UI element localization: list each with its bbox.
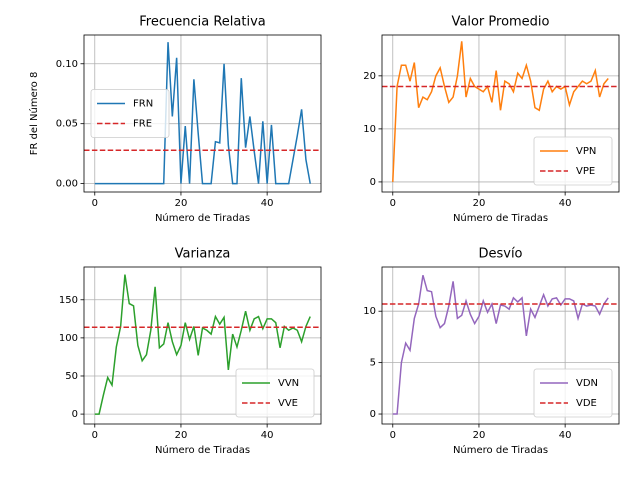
y-tick-label: 0.00 [56,179,78,190]
legend-box [533,368,613,418]
legend-label: VVE [278,398,298,409]
axes-frame [381,34,620,193]
x-tick-label: 40 [559,198,572,209]
axes-frame [381,266,620,425]
legend-label: FRE [133,119,152,130]
x-tick-label: 0 [390,198,396,209]
legend-box [90,89,170,138]
axes-frame [83,34,322,193]
data-line [392,41,609,182]
x-axis-label: Número de Tiradas [155,212,250,224]
legend-label: VDN [576,378,598,389]
data-line [94,274,311,415]
data-line [392,275,609,415]
y-tick-label: 5 [370,358,376,369]
legend-label: VPE [576,166,595,177]
y-tick-label: 0 [72,409,78,420]
axes-title: Desvío [478,247,522,262]
x-axis-label: Número de Tiradas [155,444,250,456]
legend-label: VDE [576,398,597,409]
y-tick-label: 0 [370,409,376,420]
y-tick-label: 150 [59,295,78,306]
y-tick-label: 0 [370,177,376,188]
x-tick-label: 0 [92,430,98,441]
axes-title: Varianza [175,247,231,262]
legend-label: FRN [133,99,153,110]
x-tick-label: 40 [559,430,572,441]
x-tick-label: 40 [261,198,274,209]
x-tick-label: 20 [473,430,486,441]
y-tick-label: 100 [59,333,78,344]
y-tick-label: 10 [363,306,376,317]
y-tick-label: 10 [363,124,376,135]
axes-title: Frecuencia Relativa [139,15,265,30]
x-axis-label: Número de Tiradas [453,444,548,456]
x-tick-label: 0 [390,430,396,441]
y-tick-label: 0.10 [56,59,78,70]
y-tick-label: 50 [65,371,78,382]
x-tick-label: 20 [175,430,188,441]
legend-label: VVN [278,378,299,389]
y-axis-label: FR del Número 8 [28,72,40,156]
y-tick-label: 0.05 [56,119,78,130]
legend-label: VPN [576,146,596,157]
x-tick-label: 20 [473,198,486,209]
axes-title: Valor Promedio [452,15,550,30]
x-axis-label: Número de Tiradas [453,212,548,224]
x-tick-label: 40 [261,430,274,441]
legend-box [235,368,315,418]
data-line [94,42,311,185]
y-tick-label: 20 [363,71,376,82]
legend-box [533,136,613,186]
x-tick-label: 0 [92,198,98,209]
x-tick-label: 20 [175,198,188,209]
axes-frame [83,266,322,425]
